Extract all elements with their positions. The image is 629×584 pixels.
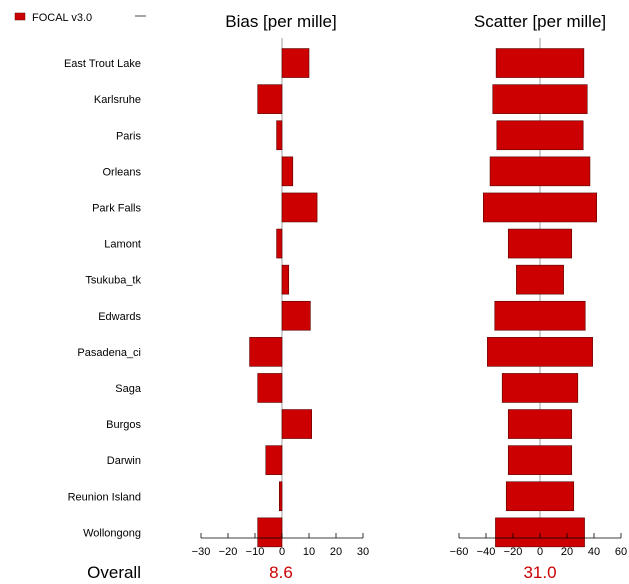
- bias-bar: [278, 481, 283, 512]
- scatter-bar: [495, 48, 585, 78]
- scatter-x-tick-label: 40: [588, 546, 600, 558]
- bias-bar: [276, 228, 283, 259]
- bias-bar: [257, 84, 283, 114]
- scatter-overall-value: 31.0: [523, 563, 556, 582]
- site-labels: East Trout Lake Karlsruhe Paris Orleans Park…: [64, 58, 142, 539]
- bias-x-tick-label: −20: [219, 546, 238, 558]
- scatter-bar: [505, 481, 575, 512]
- bias-bar: [281, 192, 318, 223]
- scatter-panel-title: Scatter [per mille]: [474, 12, 606, 31]
- bias-panel-title: Bias [per mille]: [225, 12, 336, 31]
- scatter-x-tick-label: −40: [477, 546, 496, 558]
- scatter-x-tick-label: 20: [561, 546, 573, 558]
- site-label: East Trout Lake: [64, 58, 141, 70]
- bias-bar: [281, 409, 313, 439]
- scatter-bar: [487, 337, 593, 367]
- legend-label: FOCAL v3.0: [32, 12, 92, 24]
- bias-x-tick-label: 30: [357, 546, 369, 558]
- scatter-bar: [482, 192, 597, 223]
- scatter-x-tick-label: −60: [450, 546, 469, 558]
- scatter-bar: [494, 300, 586, 331]
- site-label: Edwards: [98, 311, 141, 323]
- bias-bar: [281, 264, 290, 295]
- bias-overall-value: 8.6: [269, 563, 293, 582]
- bias-bar: [257, 517, 283, 548]
- site-label: Park Falls: [92, 202, 141, 214]
- scatter-x-tick-label: −20: [504, 546, 523, 558]
- bias-x-tick-label: 0: [279, 546, 285, 558]
- scatter-x-tick-label: 0: [537, 546, 543, 558]
- bias-x-tick-label: 10: [303, 546, 315, 558]
- bias-panel: −30 −20 −10 0 10 20 30: [192, 38, 369, 558]
- bias-bar: [257, 373, 283, 403]
- scatter-bar: [496, 120, 584, 151]
- scatter-panel: −60 −40 −20 0 20 40 60: [450, 38, 627, 558]
- scatter-bar: [489, 156, 591, 187]
- site-label: Darwin: [107, 455, 141, 467]
- legend-swatch: [14, 12, 26, 21]
- site-label: Burgos: [106, 419, 141, 431]
- site-label: Karlsruhe: [94, 94, 141, 106]
- bias-x-tick-label: −10: [246, 546, 265, 558]
- bias-bar: [281, 48, 310, 78]
- scatter-bar: [507, 228, 573, 259]
- overall-label: Overall: [87, 563, 141, 582]
- site-label: Paris: [116, 130, 142, 142]
- scatter-bar: [495, 517, 585, 548]
- bias-bar: [249, 337, 283, 367]
- site-label: Wollongong: [83, 527, 141, 539]
- bias-bar: [276, 120, 283, 151]
- scatter-bar: [516, 264, 564, 295]
- site-label: Pasadena_ci: [77, 347, 141, 359]
- legend: FOCAL v3.0: [14, 12, 146, 24]
- scatter-bar: [501, 373, 579, 403]
- site-label: Tsukuba_tk: [85, 275, 141, 287]
- scatter-x-tick-label: 60: [615, 546, 627, 558]
- bias-bar: [265, 445, 283, 475]
- site-label: Lamont: [104, 239, 141, 251]
- site-label: Orleans: [102, 166, 141, 178]
- bias-bar: [281, 300, 311, 331]
- site-label: Reunion Island: [68, 491, 141, 503]
- scatter-bar: [492, 84, 588, 114]
- bias-x-tick-label: −30: [192, 546, 211, 558]
- bias-x-tick-label: 20: [330, 546, 342, 558]
- site-label: Saga: [115, 383, 142, 395]
- scatter-bar: [507, 409, 573, 439]
- scatter-bar: [507, 445, 573, 475]
- bias-bar: [281, 156, 294, 187]
